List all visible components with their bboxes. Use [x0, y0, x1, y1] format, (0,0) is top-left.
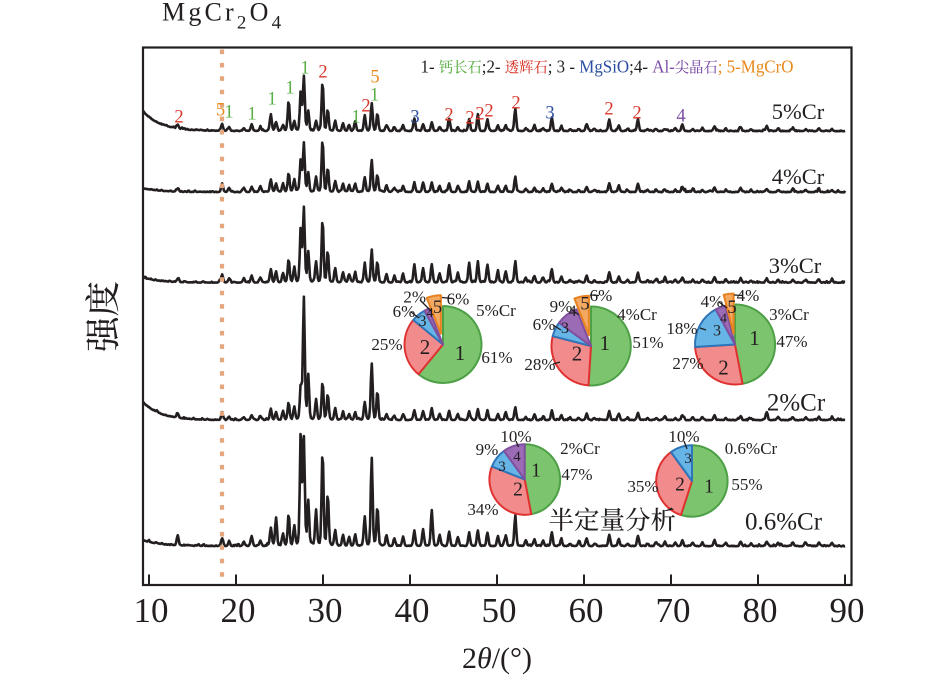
svg-text:10%: 10%: [500, 427, 531, 446]
svg-text:27%: 27%: [672, 354, 703, 373]
svg-text:4: 4: [676, 107, 685, 127]
svg-text:3%Cr: 3%Cr: [769, 305, 809, 324]
svg-text:4: 4: [720, 311, 727, 326]
svg-text:Al-: Al-: [652, 56, 675, 77]
svg-text:3: 3: [498, 459, 506, 475]
svg-text:10: 10: [134, 591, 169, 630]
svg-text:1: 1: [600, 331, 611, 355]
svg-text:; 3 -: ; 3 -: [548, 56, 575, 77]
svg-text:2%: 2%: [403, 287, 426, 306]
svg-text:1: 1: [300, 59, 309, 79]
svg-text:2: 2: [718, 356, 729, 380]
svg-text:2: 2: [604, 100, 613, 120]
svg-text:3%Cr: 3%Cr: [769, 253, 822, 278]
svg-text:2θ/(°): 2θ/(°): [462, 642, 532, 675]
svg-text:90: 90: [830, 591, 865, 630]
svg-text:9%: 9%: [476, 440, 499, 459]
svg-text:60: 60: [569, 591, 604, 630]
svg-text:1: 1: [531, 461, 541, 482]
svg-text:1: 1: [285, 79, 294, 99]
svg-text:3: 3: [684, 451, 692, 467]
svg-text:2: 2: [484, 102, 493, 122]
svg-text:47%: 47%: [776, 332, 807, 351]
svg-text:2: 2: [465, 109, 474, 129]
svg-text:0.6%Cr: 0.6%Cr: [725, 439, 778, 458]
svg-text:;4-: ;4-: [629, 56, 648, 77]
svg-text:5: 5: [433, 298, 442, 318]
svg-text:5: 5: [727, 298, 736, 318]
svg-text:6%: 6%: [447, 290, 470, 309]
svg-text:4: 4: [569, 303, 577, 320]
svg-text:4%Cr: 4%Cr: [772, 164, 825, 189]
svg-text:5%Cr: 5%Cr: [476, 301, 516, 320]
svg-text:6%: 6%: [590, 286, 613, 305]
svg-text:4: 4: [427, 306, 434, 321]
svg-text:1: 1: [224, 103, 233, 123]
svg-text:1: 1: [351, 108, 360, 128]
svg-text:2: 2: [420, 335, 431, 359]
svg-text:5: 5: [370, 68, 379, 88]
svg-text:70: 70: [656, 591, 691, 630]
svg-text:; 5-MgCrO: ; 5-MgCrO: [718, 56, 794, 77]
svg-text:4: 4: [513, 449, 521, 465]
svg-text:2%Cr: 2%Cr: [767, 390, 826, 417]
svg-text:1: 1: [749, 326, 760, 350]
svg-text:4%: 4%: [701, 292, 724, 311]
svg-text:1: 1: [247, 105, 256, 125]
svg-text:MgSiO: MgSiO: [579, 56, 629, 77]
svg-text:1: 1: [704, 477, 714, 498]
svg-text:1: 1: [455, 341, 466, 365]
svg-text:47%: 47%: [561, 465, 592, 484]
svg-text:2: 2: [174, 108, 183, 128]
svg-text:55%: 55%: [731, 475, 762, 494]
svg-text:40: 40: [395, 591, 430, 630]
svg-text:0.6%Cr: 0.6%Cr: [745, 509, 823, 536]
svg-text:;2-: ;2-: [482, 56, 501, 77]
svg-text:4%: 4%: [737, 286, 760, 305]
svg-text:80: 80: [743, 591, 778, 630]
svg-text:9%: 9%: [550, 297, 573, 316]
svg-text:1: 1: [370, 86, 379, 106]
svg-text:1-: 1-: [421, 56, 435, 77]
svg-text:61%: 61%: [481, 348, 512, 367]
svg-text:35%: 35%: [627, 477, 658, 496]
svg-text:20: 20: [221, 591, 256, 630]
svg-text:18%: 18%: [666, 319, 697, 338]
svg-text:34%: 34%: [467, 500, 498, 519]
svg-text:2%Cr: 2%Cr: [560, 439, 600, 458]
svg-text:1: 1: [267, 90, 276, 110]
svg-text:3: 3: [419, 313, 427, 330]
svg-text:3: 3: [713, 322, 721, 339]
svg-text:30: 30: [308, 591, 343, 630]
svg-text:2: 2: [511, 94, 520, 114]
svg-text:3: 3: [410, 108, 419, 128]
svg-text:50: 50: [482, 591, 517, 630]
svg-text:6%: 6%: [393, 302, 416, 321]
svg-text:6%: 6%: [533, 315, 556, 334]
svg-text:2: 2: [513, 480, 523, 501]
svg-text:2: 2: [675, 475, 685, 496]
svg-text:28%: 28%: [524, 355, 555, 374]
svg-text:2: 2: [572, 342, 583, 366]
svg-text:2: 2: [444, 106, 453, 126]
svg-text:51%: 51%: [632, 333, 663, 352]
svg-text:5: 5: [216, 101, 225, 121]
svg-text:2: 2: [475, 105, 484, 125]
svg-text:3: 3: [561, 320, 569, 337]
svg-text:4%Cr: 4%Cr: [617, 305, 657, 324]
svg-text:3: 3: [545, 104, 554, 124]
svg-text:2: 2: [361, 97, 370, 117]
svg-text:25%: 25%: [371, 335, 402, 354]
svg-text:5: 5: [580, 294, 589, 314]
svg-text:2: 2: [632, 104, 641, 124]
svg-text:10%: 10%: [668, 427, 699, 446]
svg-text:2: 2: [318, 63, 327, 83]
svg-text:5%Cr: 5%Cr: [772, 99, 825, 124]
